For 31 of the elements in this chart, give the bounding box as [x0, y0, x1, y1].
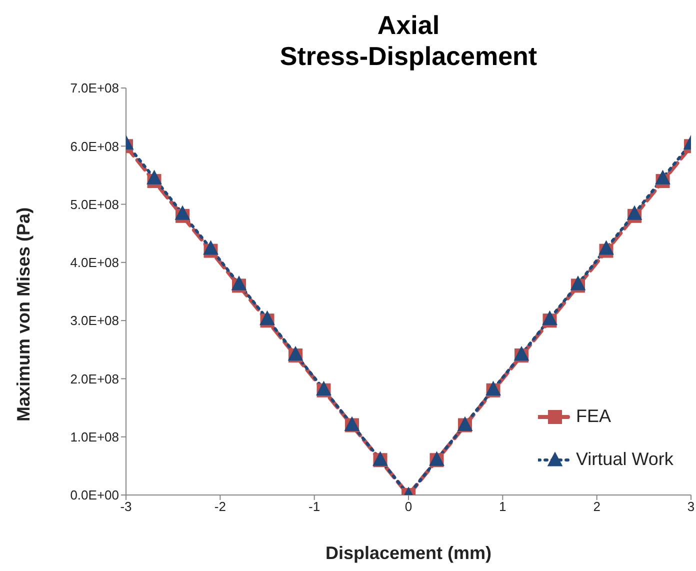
point [260, 310, 275, 326]
point [598, 240, 614, 255]
x-tick-label: -1 [308, 499, 320, 514]
y-tick-label: 6.0E+08 [70, 138, 119, 154]
y-tick-label: 0.0E+00 [70, 488, 119, 503]
x-tick-label: 3 [687, 499, 695, 514]
point [231, 276, 247, 290]
point [174, 205, 190, 220]
x-tick-label: -3 [120, 499, 132, 514]
x-axis-title: Displacement (mm) [325, 543, 492, 563]
x-tick-label: 1 [499, 499, 506, 514]
y-tick-label: 7.0E+08 [70, 80, 119, 96]
y-tick-label: 1.0E+08 [70, 429, 119, 444]
x-tick-label: 0 [404, 499, 412, 514]
x-tick-label: -2 [214, 499, 226, 514]
legend-label: FEA [576, 406, 612, 427]
y-tick-label: 3.0E+08 [70, 313, 119, 328]
chart-title: Axial [376, 10, 441, 41]
point [626, 205, 642, 220]
chart-subtitle: Stress-Displacement [278, 41, 538, 72]
point [655, 170, 670, 184]
y-tick-label: 2.0E+08 [70, 371, 119, 386]
y-tick-label: 4.0E+08 [70, 255, 119, 270]
y-tick-label: 5.0E+08 [70, 196, 119, 212]
y-axis-title: Maximum von Mises (Pa) [13, 207, 34, 422]
point [570, 276, 586, 290]
x-tick-label: 2 [593, 499, 600, 514]
legend-label: Virtual Work [576, 449, 674, 470]
point [146, 170, 162, 184]
point [203, 240, 218, 255]
point [542, 310, 558, 326]
